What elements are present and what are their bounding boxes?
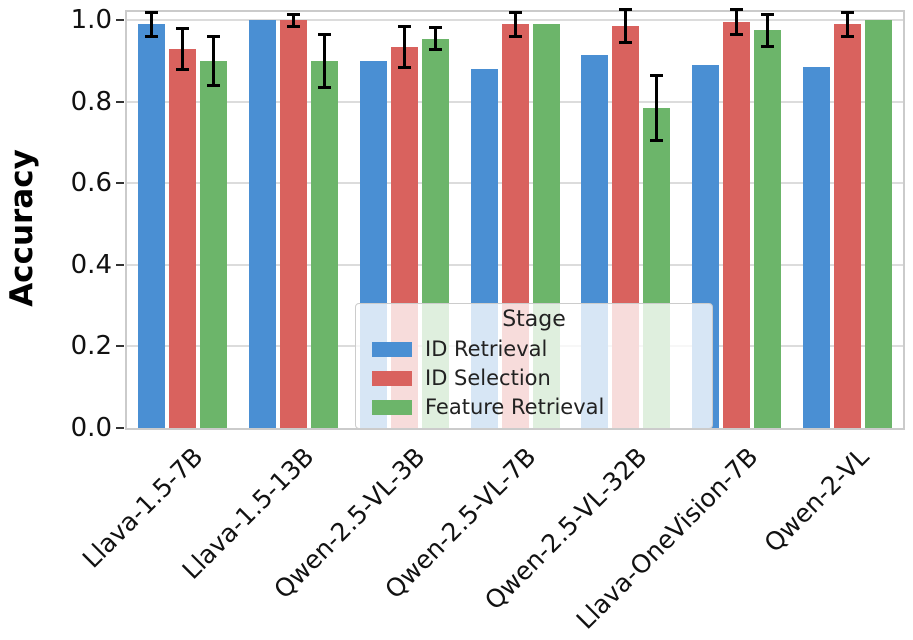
error-cap-bottom	[317, 85, 331, 89]
legend-item-label: ID Selection	[425, 366, 551, 390]
y-tick-mark	[116, 427, 124, 429]
error-cap-bottom	[428, 48, 442, 52]
error-cap-top	[428, 25, 442, 29]
y-tick-mark	[116, 19, 124, 22]
legend-title: Stage	[502, 307, 566, 332]
error-bar-feature-retrieval-qwen-2-5-vl-32b	[655, 75, 659, 141]
error-bar-id-selection-qwen-2-5-vl-3b	[402, 26, 406, 68]
error-cap-bottom	[650, 138, 664, 142]
y-tick-label-0.8: 0.8	[70, 86, 112, 117]
error-cap-top	[619, 8, 633, 12]
error-cap-bottom	[397, 65, 411, 69]
error-cap-top	[397, 24, 411, 28]
bar-id-selection-llava-1-5-13b	[279, 20, 307, 428]
legend-item-label: ID Retrieval	[425, 337, 548, 361]
y-tick-label-0.4: 0.4	[70, 249, 112, 280]
error-bar-id-selection-qwen-2-5-vl-7b	[513, 12, 517, 37]
legend: Stage ID Retrieval ID Selection Feature Re…	[355, 303, 713, 429]
y-tick-label-1.0: 1.0	[70, 5, 112, 36]
error-bar-feature-retrieval-llava-1-5-13b	[322, 34, 326, 88]
error-cap-bottom	[206, 83, 220, 87]
error-cap-top	[206, 34, 220, 38]
bar-feature-retrieval-qwen-2-vl	[865, 20, 893, 428]
x-tick-label-llava-1-5-7b: Llava-1.5-7B	[77, 442, 209, 574]
error-cap-top	[761, 12, 775, 16]
y-tick-mark	[116, 100, 124, 103]
error-cap-bottom	[286, 24, 300, 28]
error-bar-id-retrieval-llava-1-5-7b	[149, 12, 153, 37]
bar-id-retrieval-qwen-2-vl	[803, 67, 831, 428]
bar-id-selection-qwen-2-vl	[834, 24, 862, 428]
error-cap-bottom	[730, 32, 744, 36]
error-cap-bottom	[619, 41, 633, 45]
y-tick-label-0.2: 0.2	[70, 331, 112, 362]
plot-area: Stage ID Retrieval ID Selection Feature Re…	[125, 8, 905, 430]
error-cap-bottom	[144, 34, 158, 38]
y-tick-mark	[116, 182, 124, 185]
bar-feature-retrieval-llava-onevision-7b	[754, 30, 782, 428]
legend-swatch-feature-retrieval	[372, 400, 412, 415]
legend-item-feature-retrieval: Feature Retrieval	[372, 395, 702, 420]
error-bar-id-selection-llava-1-5-13b	[291, 14, 295, 27]
error-bar-id-selection-qwen-2-5-vl-32b	[624, 9, 628, 43]
legend-item-label: Feature Retrieval	[425, 395, 605, 419]
legend-swatch-id-retrieval	[372, 342, 412, 357]
bar-id-selection-llava-1-5-7b	[168, 48, 196, 428]
error-bar-id-selection-qwen-2-vl	[846, 12, 850, 37]
y-tick-mark	[116, 345, 124, 348]
y-tick-label-0.6: 0.6	[70, 168, 112, 199]
bar-id-selection-llava-onevision-7b	[723, 22, 751, 428]
legend-item-id-selection: ID Selection	[372, 366, 702, 391]
error-cap-top	[175, 26, 189, 30]
error-cap-top	[508, 10, 522, 14]
legend-item-id-retrieval: ID Retrieval	[372, 337, 702, 362]
error-cap-top	[317, 32, 331, 36]
y-tick-mark	[116, 263, 124, 266]
bar-id-retrieval-llava-1-5-13b	[248, 20, 276, 428]
y-tick-label-0.0: 0.0	[70, 413, 112, 443]
legend-items: ID Retrieval ID Selection Feature Retrieva…	[366, 337, 702, 420]
error-cap-top	[730, 8, 744, 12]
error-bar-id-selection-llava-onevision-7b	[735, 9, 739, 35]
bar-id-retrieval-llava-1-5-7b	[137, 24, 165, 428]
bar-feature-retrieval-llava-1-5-13b	[310, 60, 338, 428]
error-cap-bottom	[841, 34, 855, 38]
y-axis-label: Accuracy	[4, 149, 40, 307]
legend-swatch-id-selection	[372, 371, 412, 386]
bar-feature-retrieval-llava-1-5-7b	[199, 60, 227, 428]
error-bar-feature-retrieval-llava-1-5-7b	[211, 36, 215, 86]
error-cap-bottom	[508, 34, 522, 38]
error-cap-top	[144, 10, 158, 14]
error-bar-feature-retrieval-qwen-2-5-vl-3b	[433, 27, 437, 50]
error-cap-top	[841, 10, 855, 14]
error-cap-top	[286, 12, 300, 16]
error-bar-id-selection-llava-1-5-7b	[180, 28, 184, 70]
error-bar-feature-retrieval-llava-onevision-7b	[766, 14, 770, 47]
error-cap-bottom	[761, 45, 775, 49]
error-cap-bottom	[175, 67, 189, 71]
error-cap-top	[650, 73, 664, 77]
